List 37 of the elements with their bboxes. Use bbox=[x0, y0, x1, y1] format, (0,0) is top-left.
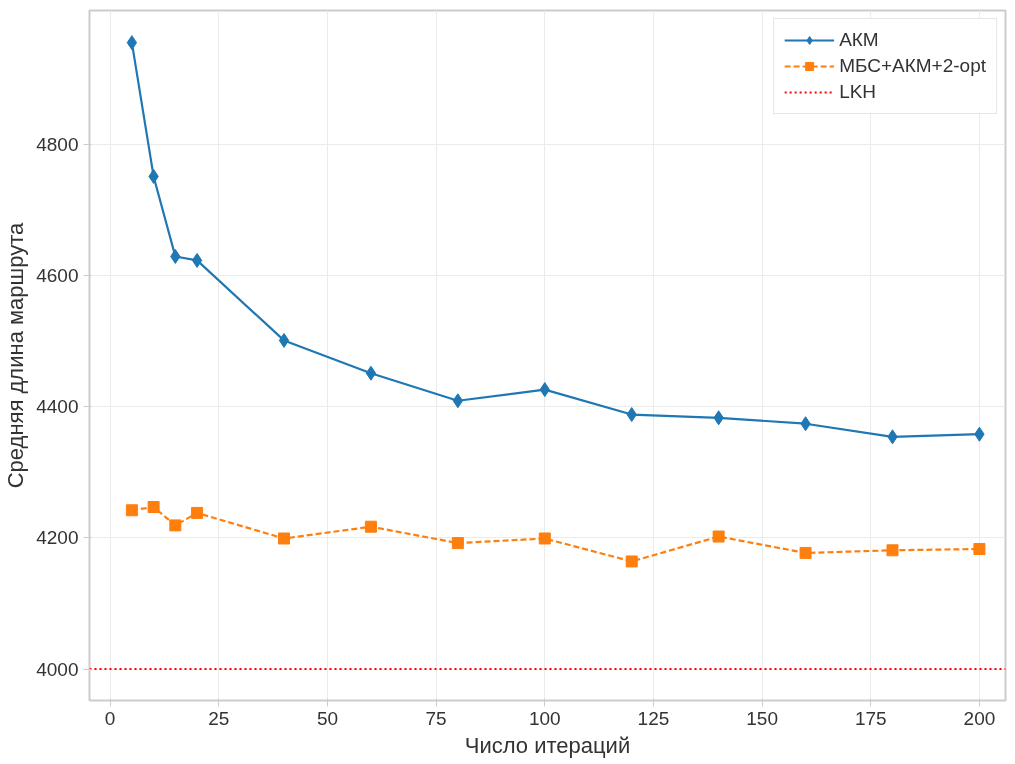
x-tick-label: 175 bbox=[854, 707, 887, 729]
point bbox=[169, 519, 182, 532]
y-tick-label: 4800 bbox=[36, 133, 79, 155]
y-tick-label: 4200 bbox=[36, 527, 79, 549]
x-tick-label: 200 bbox=[963, 707, 996, 729]
x-tick-label: 150 bbox=[746, 707, 778, 729]
x-axis-title: Число итераций bbox=[464, 732, 631, 758]
point bbox=[191, 506, 204, 519]
point bbox=[451, 537, 464, 550]
point bbox=[365, 365, 377, 381]
legend-label: LKH bbox=[839, 81, 877, 103]
x-tick-label: 25 bbox=[208, 707, 230, 729]
point bbox=[147, 501, 160, 514]
x-tick-label: 100 bbox=[528, 707, 561, 729]
legend-label: АКМ bbox=[839, 29, 879, 51]
y-axis-title: Средняя длина маршрута bbox=[3, 221, 29, 489]
point bbox=[973, 542, 986, 555]
x-tick-label: 0 bbox=[104, 707, 116, 729]
y-tick-label: 4600 bbox=[36, 264, 79, 286]
point bbox=[278, 532, 290, 545]
point bbox=[278, 332, 290, 348]
legend-label: МБС+АКМ+2-opt bbox=[839, 55, 986, 77]
point bbox=[538, 532, 551, 545]
point bbox=[191, 252, 203, 268]
point bbox=[364, 520, 377, 533]
y-tick-label: 4000 bbox=[36, 658, 79, 680]
point bbox=[625, 555, 638, 568]
point bbox=[799, 546, 812, 559]
x-tick-label: 75 bbox=[425, 707, 447, 729]
point bbox=[452, 393, 464, 409]
point bbox=[125, 504, 138, 517]
y-tick-label: 4400 bbox=[36, 396, 79, 418]
point bbox=[712, 530, 725, 543]
point bbox=[886, 544, 899, 557]
x-tick-label: 125 bbox=[637, 707, 670, 729]
point bbox=[126, 35, 138, 51]
x-tick-label: 50 bbox=[316, 707, 339, 729]
